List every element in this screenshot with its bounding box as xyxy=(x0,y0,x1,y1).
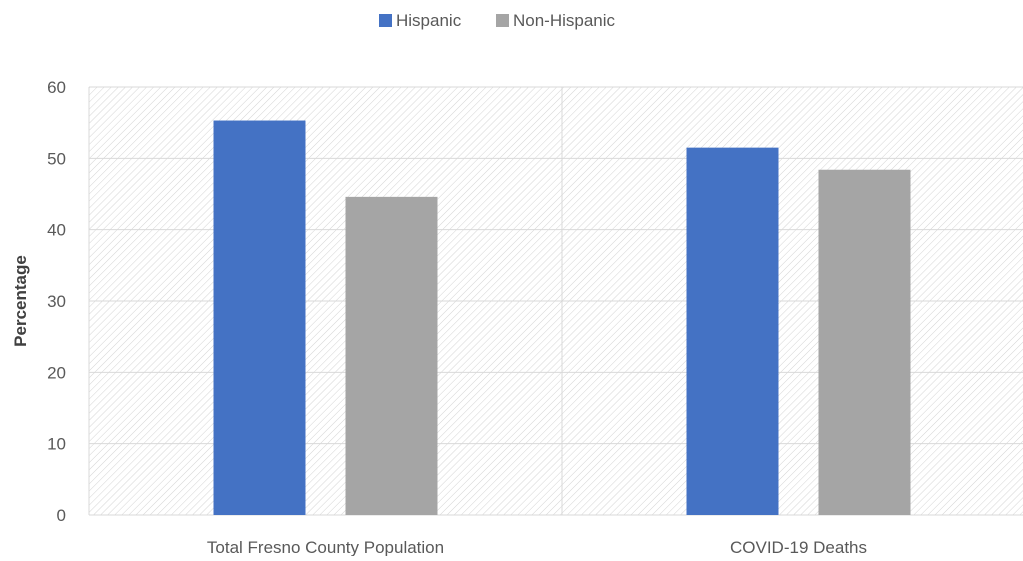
legend-label: Non-Hispanic xyxy=(513,11,616,30)
y-axis-label: Percentage xyxy=(11,255,30,347)
y-tick-label: 10 xyxy=(47,435,66,454)
y-tick-label: 30 xyxy=(47,292,66,311)
x-tick-label: COVID-19 Deaths xyxy=(730,538,867,556)
bar-non-hispanic xyxy=(818,169,911,515)
y-tick-label: 40 xyxy=(47,221,66,240)
bar-non-hispanic xyxy=(345,196,438,515)
bars xyxy=(213,120,911,515)
legend-swatch xyxy=(496,14,509,27)
y-tick-label: 60 xyxy=(47,78,66,97)
legend-label: Hispanic xyxy=(396,11,462,30)
x-tick-labels: Total Fresno County Population COVID-19 D… xyxy=(207,538,867,557)
bar-hispanic xyxy=(686,147,779,515)
legend: Hispanic Non-Hispanic xyxy=(379,11,616,30)
bar-hispanic xyxy=(213,120,306,515)
y-tick-label: 0 xyxy=(57,506,66,525)
y-tick-label: 20 xyxy=(47,363,66,382)
x-tick-label: Total Fresno County Population xyxy=(207,538,444,556)
legend-swatch xyxy=(379,14,392,27)
y-tick-label: 50 xyxy=(47,149,66,168)
y-tick-labels: 0 10 20 30 40 50 60 xyxy=(47,78,66,525)
